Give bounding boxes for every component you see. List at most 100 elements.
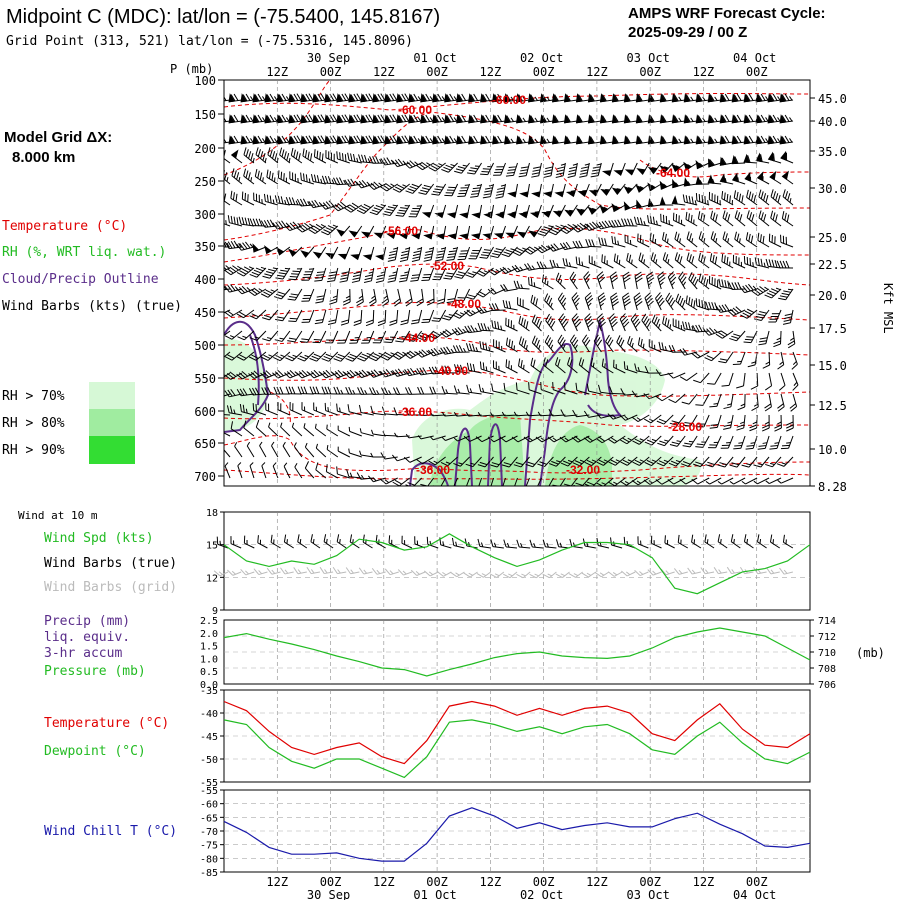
top-hour-label: 12Z — [373, 65, 395, 79]
contour-label-minus-64: -64.00 — [656, 166, 690, 180]
precip-tick-label: 2.0 — [200, 629, 218, 640]
time-series-panels: 18151292.52.01.51.00.50.0714712710708706… — [200, 508, 836, 879]
precip-tick-label: 1.0 — [200, 654, 218, 665]
kft-tick-label: 22.5 — [818, 258, 847, 272]
legend-wind-chill: Wind Chill T (°C) — [44, 824, 177, 839]
top-hour-label: 12Z — [586, 65, 608, 79]
legend-sfc-temperature: Temperature (°C) — [44, 716, 169, 731]
y-tick-label: -85 — [200, 868, 218, 879]
pressure-tick-label: 450 — [194, 306, 216, 320]
rh-70-swatch — [89, 382, 135, 409]
precip-tick-label: 0.5 — [200, 667, 218, 678]
top-date-label: 01 Oct — [413, 51, 456, 65]
pressure-tick-label: 550 — [194, 372, 216, 386]
y-tick-label: -65 — [200, 813, 218, 824]
pressure-tick-label: 650 — [194, 437, 216, 451]
kft-tick-label: 40.0 — [818, 115, 847, 129]
y-tick-label: 708 — [818, 664, 836, 675]
bottom-hour-label: 00Z — [320, 875, 342, 889]
kft-tick-label: 20.0 — [818, 289, 847, 303]
rh-90-label: RH > 90% — [2, 443, 65, 458]
y-tick-label: -55 — [200, 786, 218, 797]
bottom-hour-label: 00Z — [746, 875, 768, 889]
station-title: Midpoint C (MDC): lat/lon = (-75.5400, 1… — [6, 6, 440, 28]
contour-label-minus-36-b: -36.00 — [416, 463, 450, 477]
y-tick-label: 710 — [818, 648, 836, 659]
contour-label-minus-44: -44.00 — [401, 331, 435, 345]
bottom-hour-label: 00Z — [426, 875, 448, 889]
cross-section-panel: -60.00 -60.00 -64.00 -56.00 -52.00 -48.0… — [213, 80, 810, 493]
legend-precip-3: 3-hr accum — [44, 646, 122, 661]
legend-wind-barbs-true: Wind Barbs (true) — [44, 556, 177, 571]
legend-precip-2: liq. equiv. — [44, 630, 130, 645]
rh-70-label: RH > 70% — [2, 389, 65, 404]
forecast-cycle-label: AMPS WRF Forecast Cycle: — [628, 5, 826, 22]
y-tick-label: 18 — [206, 508, 218, 519]
pressure-tick-label: 150 — [194, 108, 216, 122]
top-hour-label: 00Z — [426, 65, 448, 79]
top-hour-label: 00Z — [746, 65, 768, 79]
legend-temperature: Temperature (°C) — [2, 219, 127, 234]
bottom-hour-label: 12Z — [693, 875, 715, 889]
y-tick-label: -75 — [200, 841, 218, 852]
y-tick-label: 706 — [818, 680, 836, 691]
pressure-tick-label: 350 — [194, 240, 216, 254]
legend-rh: RH (%, WRT liq. wat.) — [2, 245, 166, 260]
y-tick-label: -70 — [200, 827, 218, 838]
y-tick-label: 15 — [206, 541, 218, 552]
top-hour-label: 00Z — [320, 65, 342, 79]
bottom-hour-label: 12Z — [373, 875, 395, 889]
kft-tick-label: 8.28 — [818, 480, 847, 494]
y-tick-label: 714 — [818, 616, 836, 627]
legend-cloud: Cloud/Precip Outline — [2, 272, 159, 287]
legend-wind-barbs-grid: Wind Barbs (grid) — [44, 580, 177, 595]
contour-label-minus-36-a: -36.00 — [398, 405, 432, 419]
pressure-unit: (mb) — [856, 646, 885, 660]
kft-tick-label: 45.0 — [818, 92, 847, 106]
top-date-label: 30 Sep — [307, 51, 350, 65]
model-grid-value: 8.000 km — [12, 149, 75, 166]
kft-axis-title: Kft MSL — [881, 283, 895, 334]
contour-label-minus-56: -56.00 — [384, 224, 418, 238]
forecast-cycle-value: 2025-09-29 / 00 Z — [628, 24, 747, 41]
legend-dewpoint: Dewpoint (°C) — [44, 744, 146, 759]
legend-wind-barbs: Wind Barbs (kts) (true) — [2, 299, 182, 314]
kft-tick-label: 35.0 — [818, 145, 847, 159]
contour-label-minus-40: -40.00 — [434, 364, 468, 378]
bottom-hour-label: 12Z — [586, 875, 608, 889]
contour-label-minus-28: -28.00 — [668, 420, 702, 434]
top-hour-label: 12Z — [693, 65, 715, 79]
kft-ticks: 45.040.035.030.025.022.520.017.515.012.5… — [810, 92, 847, 494]
bottom-date-label: 04 Oct — [733, 888, 776, 900]
y-tick-label: -80 — [200, 854, 218, 865]
bottom-date-label: 02 Oct — [520, 888, 563, 900]
rh-legend: RH > 70% RH > 80% RH > 90% — [2, 382, 135, 464]
y-tick-label: 12 — [206, 573, 218, 584]
y-tick-label: -45 — [200, 732, 218, 743]
pressure-tick-label: 600 — [194, 405, 216, 419]
wind10-heading: Wind at 10 m — [18, 509, 98, 522]
rh-80-label: RH > 80% — [2, 416, 65, 431]
kft-tick-label: 12.5 — [818, 399, 847, 413]
kft-tick-label: 10.0 — [818, 443, 847, 457]
pressure-tick-label: 500 — [194, 339, 216, 353]
y-tick-label: 712 — [818, 632, 836, 643]
contour-label-minus-60-a: -60.00 — [398, 103, 432, 117]
pressure-tick-label: 300 — [194, 208, 216, 222]
top-date-label: 03 Oct — [627, 51, 670, 65]
pressure-tick-label: 400 — [194, 273, 216, 287]
bottom-hour-label: 00Z — [639, 875, 661, 889]
top-hour-label: 12Z — [266, 65, 288, 79]
pressure-tick-label: 200 — [194, 142, 216, 156]
rh-80-swatch — [89, 409, 135, 436]
contour-label-minus-52: -52.00 — [430, 259, 464, 273]
kft-tick-label: 25.0 — [818, 231, 847, 245]
bottom-hour-label: 12Z — [480, 875, 502, 889]
precip-tick-label: 2.5 — [200, 616, 218, 627]
bottom-date-label: 03 Oct — [627, 888, 670, 900]
legend-wind-speed: Wind Spd (kts) — [44, 531, 154, 546]
grid-point-label: Grid Point (313, 521) lat/lon = (-75.531… — [6, 34, 413, 49]
